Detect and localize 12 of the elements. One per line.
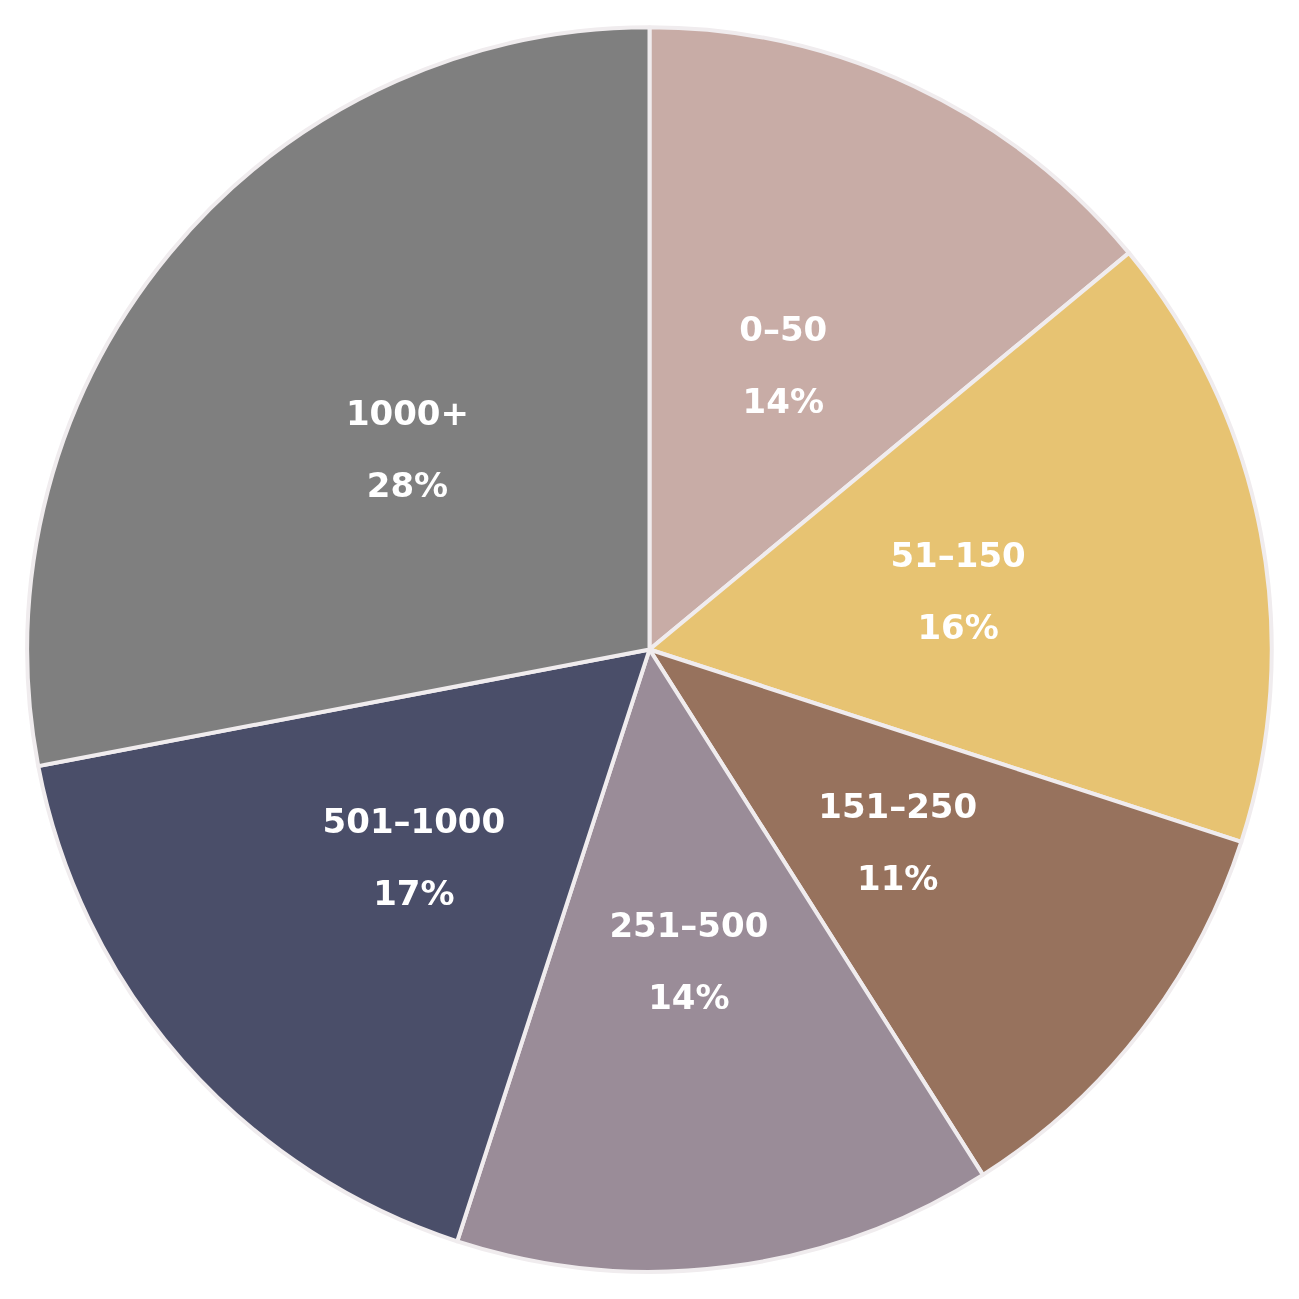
slice-label: 1000+ <box>345 393 470 434</box>
data-label: 14% <box>742 381 824 422</box>
slice-label: 501–1000 <box>322 801 506 842</box>
slice-label: 151–250 <box>818 786 978 827</box>
slice-label: 51–150 <box>890 534 1026 575</box>
data-label: 28% <box>366 465 449 506</box>
slice-label: 251–500 <box>609 905 769 946</box>
data-label: 16% <box>917 606 999 647</box>
data-label: 17% <box>373 873 455 914</box>
data-label: 14% <box>648 977 730 1018</box>
slice-label: 0–50 <box>739 309 828 350</box>
data-label: 11% <box>857 858 939 899</box>
